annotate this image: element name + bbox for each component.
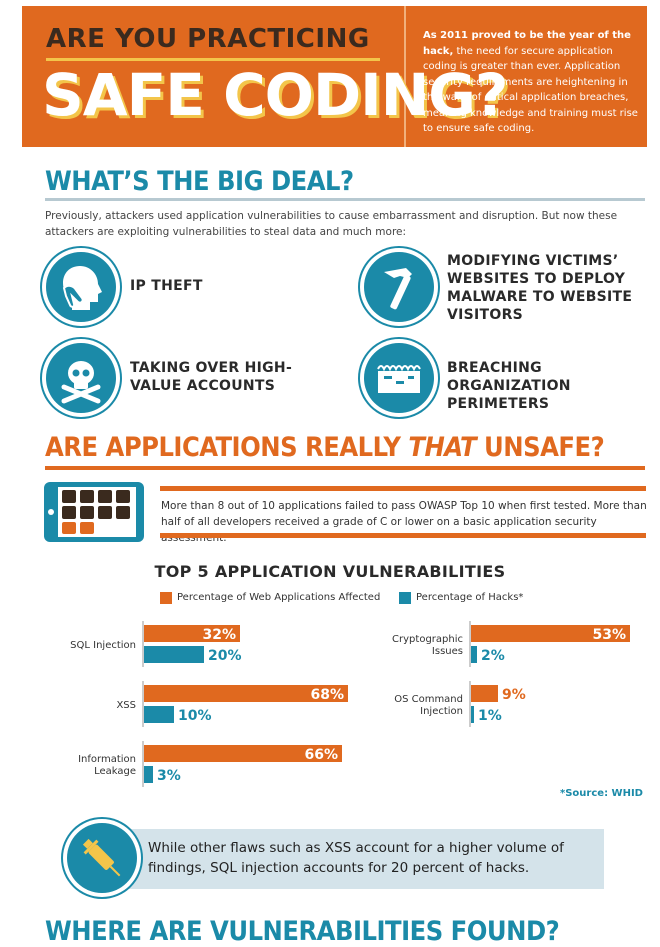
data-label-affected-cryptographic-issues: 53% [592, 627, 626, 643]
chart-title: TOP 5 APPLICATION VULNERABILITIES [154, 562, 506, 581]
unsafe-title-pre: ARE APPLICATIONS REALLY [45, 432, 409, 463]
bar-hacks-xss [144, 706, 174, 723]
unsafe-bar-bottom [160, 533, 646, 538]
bar-affected-cryptographic-issues [471, 625, 630, 642]
threat-label-breaching-perimeters: BREACHING ORGANIZATION PERIMETERS [447, 360, 571, 412]
bar-affected-os-command-injection [471, 685, 498, 702]
header-intro-rest: the need for secure application coding i… [423, 45, 638, 135]
category-label-xss: XSS [116, 700, 136, 711]
unsafe-title-em: THAT [408, 432, 477, 463]
bar-hacks-os-command-injection [471, 706, 474, 723]
data-label-affected-os-command-injection: 9% [502, 687, 526, 703]
legend-swatch-affected [160, 592, 172, 604]
threat-label-taking-over-accounts: TAKING OVER HIGH-VALUE ACCOUNTS [130, 360, 293, 394]
bar-hacks-information-leakage [144, 766, 153, 783]
unsafe-title-post: UNSAFE? [476, 432, 605, 463]
chart-source: *Source: WHID [560, 788, 643, 799]
category-label-information-leakage: Information [78, 754, 136, 765]
header-title-line2: SAFE CODING? [42, 61, 508, 129]
legend-label-affected: Percentage of Web Applications Affected [177, 592, 381, 603]
threat-label-ip-theft: IP THEFT [130, 278, 203, 294]
next-section-title: WHERE ARE VULNERABILITIES FOUND? [45, 916, 560, 947]
data-label-hacks-cryptographic-issues: 2% [481, 648, 505, 664]
fence-wall-icon [364, 343, 434, 413]
chart-svg: SQL Injection 32% 20% XSS 68% 10% InformationL… [70, 621, 630, 787]
bar-affected-xss [144, 685, 348, 702]
header-banner [22, 6, 647, 147]
syringe-icon [67, 823, 137, 893]
tablet-icon [44, 482, 144, 542]
skull-crossbones-icon [46, 343, 116, 413]
header-title-line1: ARE YOU PRACTICING [46, 24, 370, 54]
unsafe-title: ARE APPLICATIONS REALLY THAT UNSAFE? [45, 432, 605, 463]
big-deal-title: WHAT’S THE BIG DEAL? [45, 166, 354, 197]
category-label-os-command-injection: Injection [420, 706, 463, 717]
big-deal-rule [45, 198, 645, 201]
chart-area: SQL Injection 32% 20% XSS 68% 10% Information L… [0, 615, 660, 800]
category-label-information-leakage: Leakage [94, 766, 136, 777]
header-intro-bold: As 2011 proved to be the year of the hac… [423, 30, 631, 57]
legend-label-hacks: Percentage of Hacks* [416, 592, 524, 603]
header-intro: As 2011 proved to be the year of the hac… [423, 28, 643, 137]
head-hand-icon [46, 252, 116, 322]
big-deal-text: Previously, attackers used application v… [45, 210, 618, 238]
category-label-cryptographic-issues: Cryptographic [392, 634, 463, 645]
unsafe-rule [45, 466, 645, 470]
data-label-hacks-information-leakage: 3% [157, 768, 181, 784]
data-label-hacks-xss: 10% [178, 708, 212, 724]
category-label-cryptographic-issues: Issues [432, 646, 463, 657]
data-label-hacks-sql-injection: 20% [208, 648, 242, 664]
data-label-affected-sql-injection: 32% [202, 627, 236, 643]
threat-label-modifying-websites: MODIFYING VICTIMS’ WEBSITES TO DEPLOY MA… [447, 253, 633, 323]
bar-affected-sql-injection [144, 625, 240, 642]
header-divider [404, 6, 406, 147]
bar-affected-information-leakage [144, 745, 342, 762]
data-label-hacks-os-command-injection: 1% [478, 708, 502, 724]
unsafe-text: More than 8 out of 10 applications faile… [161, 500, 647, 544]
header-title-underline [46, 58, 380, 61]
bar-hacks-sql-injection [144, 646, 204, 663]
hammer-icon [364, 252, 434, 322]
bar-hacks-cryptographic-issues [471, 646, 477, 663]
data-label-affected-xss: 68% [310, 687, 344, 703]
unsafe-bar-top [160, 486, 646, 491]
data-label-affected-information-leakage: 66% [304, 747, 338, 763]
callout-box [112, 829, 604, 889]
category-label-sql-injection: SQL Injection [70, 640, 136, 651]
callout-text: While other flaws such as XSS account fo… [148, 840, 564, 876]
legend-swatch-hacks [399, 592, 411, 604]
category-label-os-command-injection: OS Command [394, 694, 463, 705]
